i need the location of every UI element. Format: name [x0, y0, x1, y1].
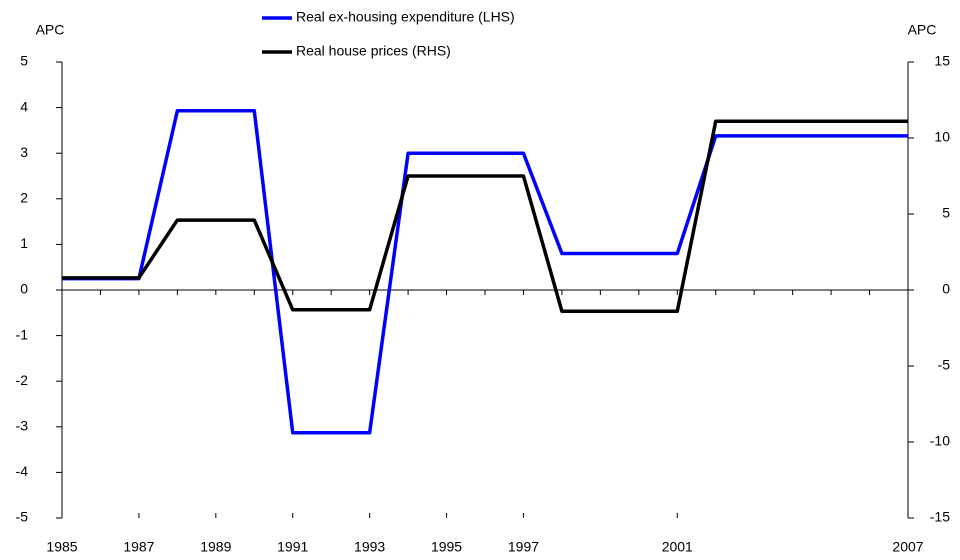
y2-tick-label: 10 — [934, 129, 950, 145]
series-line — [62, 109, 908, 435]
x-tick-label: 1997 — [508, 539, 539, 555]
y2-tick-label: 5 — [942, 205, 950, 221]
y-axis-label: APC — [36, 22, 65, 38]
y-tick-label: -2 — [16, 372, 29, 388]
y-tick-label: -5 — [16, 509, 29, 525]
legend-label: Real house prices (RHS) — [296, 43, 451, 59]
y2-tick-label: 15 — [934, 53, 950, 69]
y-tick-label: 0 — [20, 281, 28, 297]
y2-tick-label: 0 — [942, 281, 950, 297]
y-tick-label: 4 — [20, 98, 28, 114]
y-tick-label: 5 — [20, 53, 28, 69]
x-tick-label: 1989 — [200, 539, 231, 555]
x-tick-label: 1993 — [354, 539, 385, 555]
y2-tick-label: -10 — [930, 433, 950, 449]
series-line — [62, 119, 908, 314]
y-tick-label: 3 — [20, 144, 28, 160]
x-tick-label: 1985 — [46, 539, 77, 555]
y-tick-label: 2 — [20, 190, 28, 206]
y-tick-label: -3 — [16, 418, 29, 434]
y2-tick-label: -15 — [930, 509, 950, 525]
y2-axis-label: APC — [908, 22, 937, 38]
y-tick-label: 1 — [20, 235, 28, 251]
legend-label: Real ex-housing expenditure (LHS) — [296, 9, 515, 25]
y-tick-label: -4 — [16, 463, 29, 479]
y2-tick-label: -5 — [938, 357, 951, 373]
x-tick-label: 1991 — [277, 539, 308, 555]
x-tick-label: 1995 — [431, 539, 462, 555]
x-tick-label: 2001 — [662, 539, 693, 555]
x-tick-label: 2007 — [892, 539, 923, 555]
y-tick-label: -1 — [16, 326, 29, 342]
x-tick-label: 1987 — [123, 539, 154, 555]
